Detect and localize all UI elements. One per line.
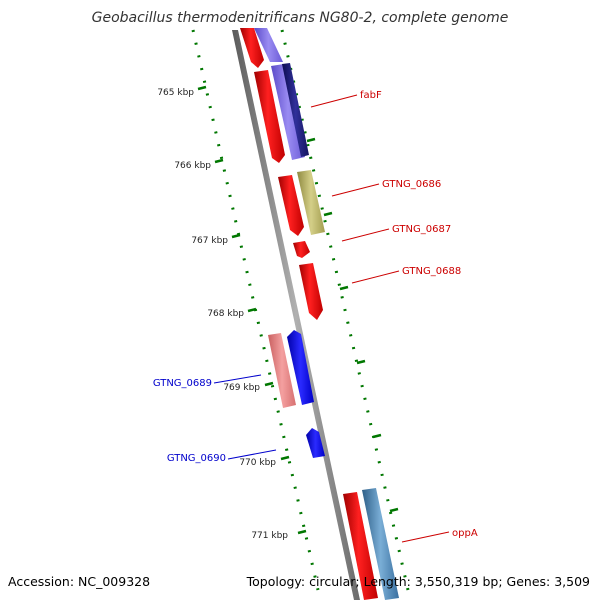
gene-label-gtng0690[interactable]: GTNG_0690 bbox=[167, 453, 226, 464]
accession-text: Accession: NC_009328 bbox=[8, 574, 150, 589]
gene-feature-gtng0689[interactable] bbox=[287, 330, 314, 405]
leader-gtng0690 bbox=[227, 449, 277, 460]
leader-gtng0689 bbox=[213, 374, 262, 384]
cds-feature-gtng0687[interactable] bbox=[293, 241, 310, 258]
cds-feature-fabf[interactable] bbox=[254, 70, 285, 163]
tick-label-767: 767 kbp bbox=[191, 236, 228, 246]
tick-label-768: 768 kbp bbox=[207, 309, 244, 319]
gene-label-gtng0689[interactable]: GTNG_0689 bbox=[153, 378, 212, 389]
genome-summary: Topology: circular; Length: 3,550,319 bp… bbox=[246, 574, 590, 589]
tick-rail-right bbox=[280, 29, 410, 591]
major-tick bbox=[214, 158, 224, 164]
gene-label-fabf[interactable]: fabF bbox=[360, 90, 382, 101]
tick-label-769: 769 kbp bbox=[223, 383, 260, 393]
map-title: Geobacillus thermodenitrificans NG80-2, … bbox=[92, 10, 509, 26]
major-tick bbox=[323, 211, 333, 217]
genome-backbone bbox=[232, 30, 360, 600]
leader-gtng0687 bbox=[341, 228, 390, 242]
cds-feature-gtng0688[interactable] bbox=[299, 263, 323, 320]
gene-feature-fabf[interactable] bbox=[271, 64, 305, 160]
gene-label-oppa[interactable]: oppA bbox=[452, 528, 478, 539]
leader-oppa bbox=[401, 531, 450, 543]
major-tick bbox=[372, 433, 382, 439]
major-tick bbox=[264, 381, 274, 387]
major-tick bbox=[197, 85, 207, 91]
major-tick bbox=[356, 359, 366, 365]
cds-feature[interactable] bbox=[240, 28, 264, 68]
gene-feature-oppa[interactable] bbox=[362, 488, 399, 600]
gene-label-gtng0687[interactable]: GTNG_0687 bbox=[392, 224, 451, 235]
major-tick bbox=[306, 137, 316, 143]
major-tick bbox=[247, 307, 257, 313]
gene-label-gtng0688[interactable]: GTNG_0688 bbox=[402, 266, 461, 277]
gene-feature-gtng0686[interactable] bbox=[297, 170, 325, 235]
major-tick bbox=[297, 529, 307, 535]
gene-feature-gtng0689-light[interactable] bbox=[268, 333, 296, 408]
major-tick bbox=[389, 507, 399, 513]
gene-label-gtng0686[interactable]: GTNG_0686 bbox=[382, 179, 441, 190]
cds-feature-gtng0686[interactable] bbox=[278, 175, 304, 236]
tick-label-771: 771 kbp bbox=[251, 531, 288, 541]
gene-feature-gtng0690[interactable] bbox=[306, 428, 325, 458]
label-leaders bbox=[213, 94, 450, 543]
major-tick bbox=[339, 285, 349, 291]
leader-gtng0686 bbox=[331, 183, 380, 197]
tick-label-766: 766 kbp bbox=[174, 161, 211, 171]
major-ticks bbox=[197, 85, 399, 535]
gene-feature[interactable] bbox=[282, 63, 309, 157]
tick-label-770: 770 kbp bbox=[239, 458, 276, 468]
gene-track-forward bbox=[254, 28, 399, 600]
cds-feature-oppa[interactable] bbox=[343, 492, 378, 600]
major-tick bbox=[231, 233, 241, 239]
gene-track-cds bbox=[240, 28, 378, 600]
major-tick bbox=[280, 455, 290, 461]
gene-feature[interactable] bbox=[254, 28, 283, 62]
leader-fabf bbox=[310, 94, 358, 108]
gene-track-reverse bbox=[268, 330, 325, 458]
leader-gtng0688 bbox=[351, 270, 400, 284]
tick-label-765: 765 kbp bbox=[157, 88, 194, 98]
